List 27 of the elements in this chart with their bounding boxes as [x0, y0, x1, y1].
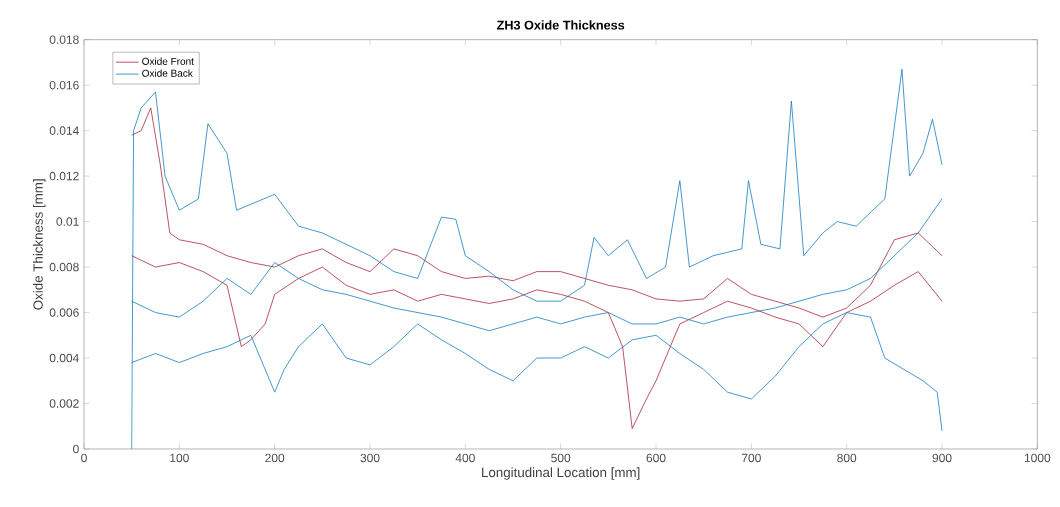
y-tick-label: 0.016 [49, 80, 79, 90]
line-series [131, 255, 943, 429]
y-tick-label: 0.018 [49, 35, 79, 44]
x-tick-label: 700 [741, 453, 761, 463]
x-tick-label: 0 [81, 453, 87, 463]
y-axis-title: Oxide Thickness [mm] [33, 179, 46, 310]
y-tick-label: 0.012 [49, 171, 79, 181]
x-axis-title: Longitudinal Location [mm] [482, 467, 640, 480]
x-tick-label: 500 [551, 453, 571, 463]
x-tick-label: 900 [932, 453, 952, 463]
x-tick-label: 200 [265, 453, 285, 463]
x-tick-label: 100 [170, 453, 189, 463]
y-tick-label: 0.014 [49, 126, 79, 135]
x-tick-label: 600 [646, 453, 666, 463]
x-tick-label: 800 [837, 453, 857, 463]
x-tick-label: 1000 [1024, 453, 1051, 463]
chart-title: ZH3 Oxide Thickness [496, 20, 625, 30]
y-tick-label: 0.002 [49, 399, 79, 408]
y-tick-label: 0.01 [56, 217, 79, 226]
x-tick-label: 400 [455, 453, 475, 463]
legend-label: Oxide Back [142, 69, 193, 77]
y-tick-label: 0.006 [49, 308, 79, 317]
y-tick-label: 0.008 [49, 262, 79, 272]
legend-label: Oxide Front [142, 57, 194, 65]
y-tick-label: 0.004 [49, 353, 79, 363]
x-tick-label: 300 [360, 453, 380, 463]
y-tick-label: 0 [73, 444, 79, 454]
